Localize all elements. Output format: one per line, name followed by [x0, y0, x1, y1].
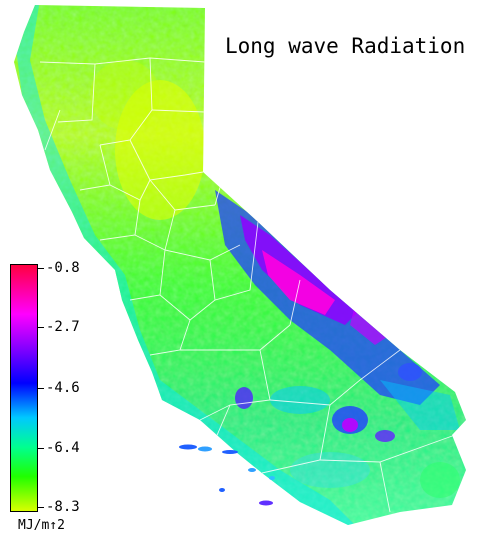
legend-tick: [38, 268, 44, 269]
legend-unit: MJ/m↑2: [18, 518, 65, 533]
color-scale-bar: [10, 264, 38, 512]
legend-label: -6.4: [46, 440, 80, 456]
channel-islands: [179, 444, 275, 506]
legend-label: -2.7: [46, 319, 80, 335]
legend-tick: [38, 448, 44, 449]
legend-tick: [38, 507, 44, 508]
map-title: Long wave Radiation: [225, 34, 466, 58]
legend-label: -0.8: [46, 260, 80, 276]
legend-tick: [38, 327, 44, 328]
legend-tick: [38, 388, 44, 389]
legend-label: -4.6: [46, 380, 80, 396]
legend-label: -8.3: [46, 499, 80, 515]
